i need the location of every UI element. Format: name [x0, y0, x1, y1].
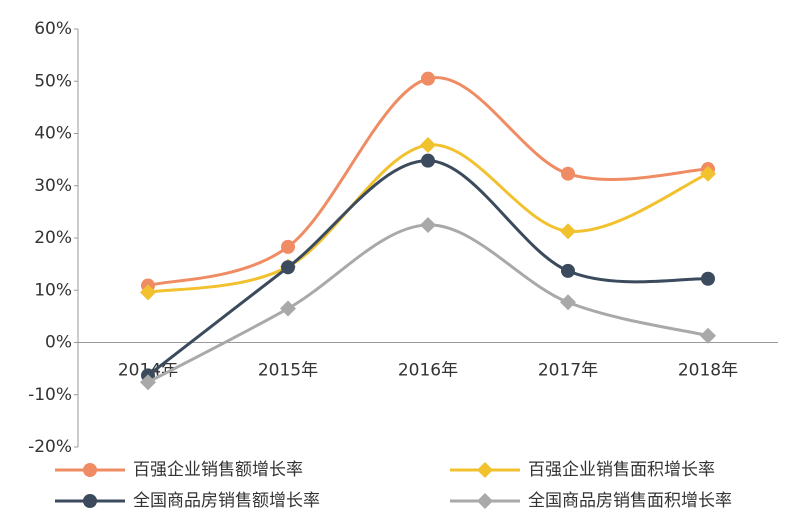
y-tick-label: 30% — [34, 176, 72, 196]
x-tick-label: 2016年 — [398, 361, 458, 381]
marker — [83, 494, 97, 508]
marker — [561, 263, 575, 278]
legend-label: 全国商品房销售面积增长率 — [528, 491, 732, 511]
series-line — [147, 76, 709, 287]
marker — [700, 327, 716, 344]
y-tick-label: -20% — [28, 437, 72, 457]
y-tick-label: 60% — [34, 19, 72, 39]
series-line — [147, 159, 709, 377]
marker — [560, 294, 576, 311]
marker — [477, 462, 493, 478]
marker — [561, 166, 575, 181]
series-line — [147, 223, 709, 384]
marker — [420, 216, 436, 233]
legend-label: 百强企业销售额增长率 — [133, 460, 303, 480]
marker — [281, 260, 295, 275]
marker — [83, 463, 97, 477]
y-tick-label: 0% — [45, 333, 72, 353]
marker — [477, 493, 493, 509]
y-tick-label: 40% — [34, 124, 72, 144]
marker — [700, 165, 716, 182]
marker — [421, 153, 435, 168]
marker — [140, 374, 156, 391]
legend-label: 百强企业销售面积增长率 — [528, 460, 715, 480]
x-tick-label: 2017年 — [538, 361, 598, 381]
x-tick-label: 2018年 — [678, 361, 738, 381]
y-tick-label: 20% — [34, 228, 72, 248]
x-tick-label: 2015年 — [258, 361, 318, 381]
marker — [280, 300, 296, 317]
marker — [420, 136, 436, 153]
marker — [421, 71, 435, 86]
legend-label: 全国商品房销售额增长率 — [133, 491, 320, 511]
marker — [701, 271, 715, 286]
marker — [560, 223, 576, 240]
marker — [140, 284, 156, 301]
marker — [281, 239, 295, 254]
y-tick-label: 50% — [34, 71, 72, 91]
y-tick-label: -10% — [28, 385, 72, 405]
y-tick-label: 10% — [34, 280, 72, 300]
